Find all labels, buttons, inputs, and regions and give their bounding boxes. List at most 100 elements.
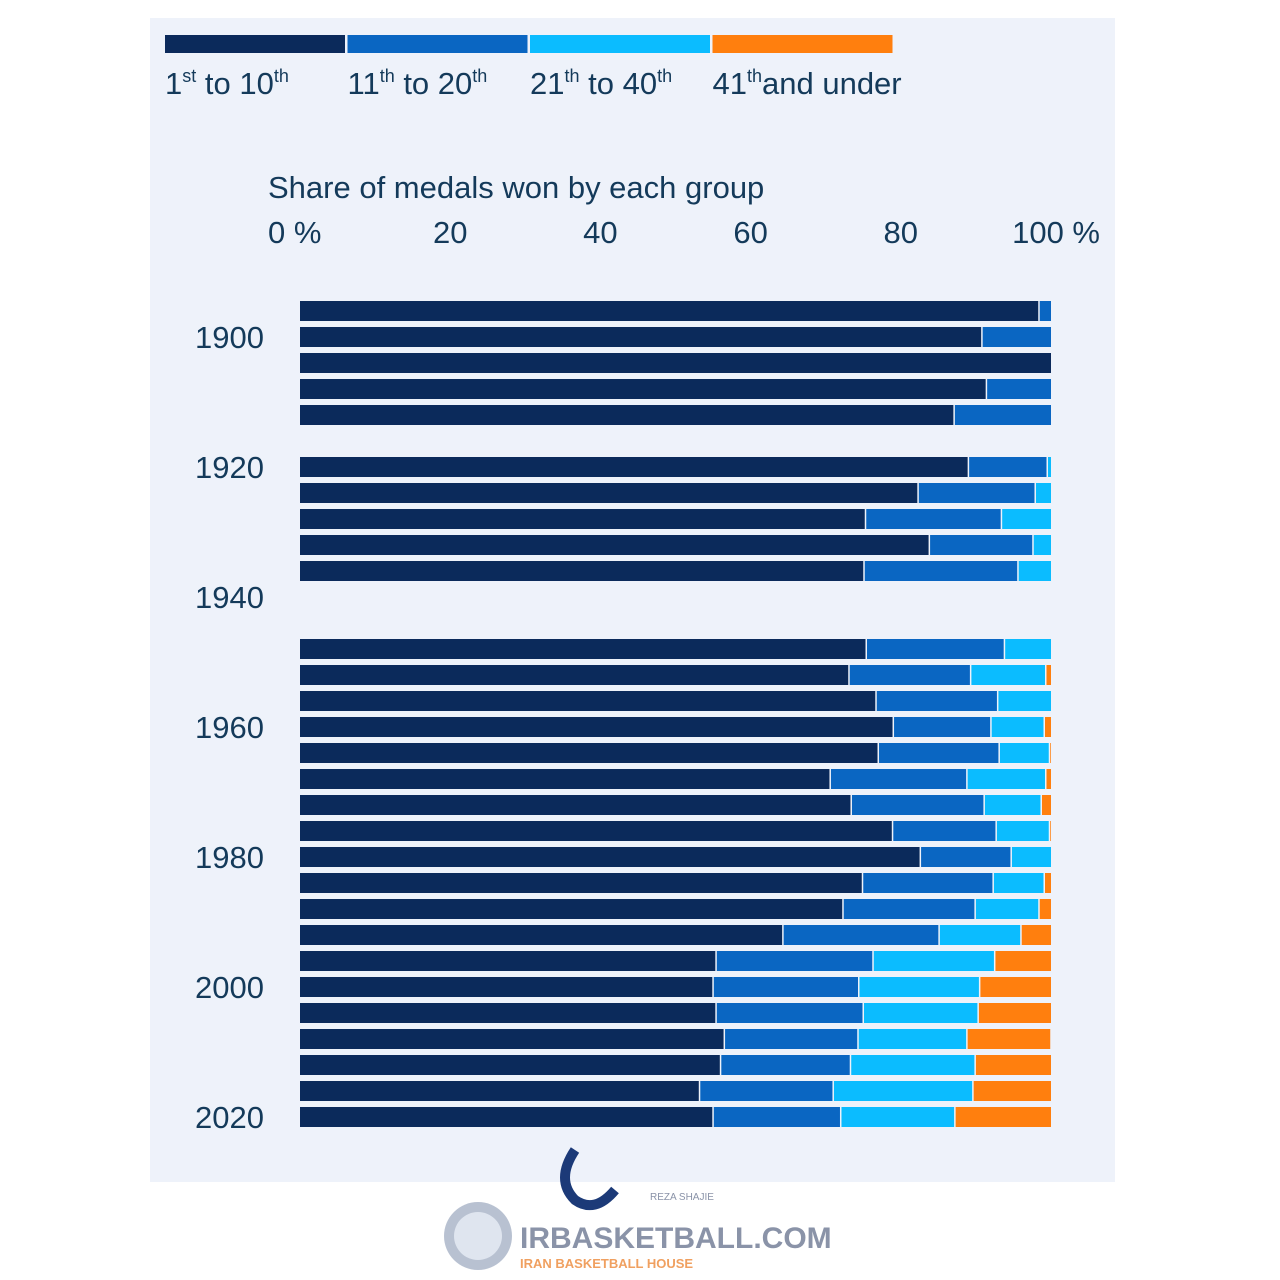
bar-segment-2012-2: [851, 1055, 975, 1075]
bar-segment-1952-2: [971, 665, 1045, 685]
y-tick-label: 2000: [195, 970, 264, 1005]
y-axis-ticks: 1900 1920 1940 1960 1980 2000 2020: [195, 320, 264, 1135]
bar-segment-1912-1: [954, 405, 1051, 425]
legend-label-sup: th: [380, 66, 395, 86]
bar-segment-1976-1: [893, 821, 996, 841]
legend-label-sup2: th: [657, 66, 672, 86]
legend-swatch: [347, 35, 528, 53]
x-tick-label: 0 %: [268, 215, 321, 250]
bar-row-1980: [300, 847, 1051, 867]
x-axis-ticks: 0 % 20 40 60 80 100 %: [268, 215, 1100, 250]
x-tick-label: 60: [733, 215, 767, 250]
bar-segment-1948-1: [867, 639, 1004, 659]
bar-segment-1920-1: [969, 457, 1047, 477]
bar-row-1928: [300, 509, 1051, 529]
bar-segment-2000-1: [713, 977, 858, 997]
bar-row-1960: [300, 717, 1051, 737]
bar-row-1992: [300, 925, 1051, 945]
x-tick-label: 80: [884, 215, 918, 250]
bar-segment-1932-0: [300, 535, 929, 555]
bar-segment-1936-2: [1018, 561, 1051, 581]
bar-segment-2012-1: [721, 1055, 850, 1075]
bar-segment-2000-3: [980, 977, 1051, 997]
bar-row-1920: [300, 457, 1051, 477]
bar-row-1984: [300, 873, 1051, 893]
bar-segment-1996-1: [716, 951, 873, 971]
bar-segment-1964-1: [879, 743, 999, 763]
bar-row-1900: [300, 327, 1051, 347]
bar-segment-1996-2: [873, 951, 994, 971]
bar-segment-1980-1: [921, 847, 1011, 867]
bar-row-1948: [300, 639, 1051, 659]
bar-segment-1956-0: [300, 691, 876, 711]
bar-segment-1972-2: [984, 795, 1041, 815]
bar-segment-1900-1: [982, 327, 1051, 347]
bar-row-1956: [300, 691, 1051, 711]
legend-label-rest: and under: [762, 66, 902, 101]
y-tick-label: 1960: [195, 710, 264, 745]
legend-label-num: 11: [348, 66, 380, 101]
bar-row-2012: [300, 1055, 1051, 1075]
legend-label-sup: th: [747, 66, 762, 86]
svg-text:REZA SHAJIE: REZA SHAJIE: [650, 1192, 714, 1203]
bar-row-1968: [300, 769, 1051, 789]
x-tick-label: 20: [433, 215, 467, 250]
bar-segment-1964-3: [1050, 743, 1051, 763]
bar-segment-1896-0: [300, 301, 1039, 321]
bar-segment-1976-3: [1050, 821, 1051, 841]
bar-segment-1924-2: [1035, 483, 1051, 503]
bar-row-1964: [300, 743, 1051, 763]
svg-text:IRBASKETBALL.COM: IRBASKETBALL.COM: [520, 1222, 832, 1255]
bar-segment-1988-0: [300, 899, 843, 919]
bar-segment-1976-2: [996, 821, 1049, 841]
bar-segment-1968-3: [1046, 769, 1051, 789]
legend-label-sup: st: [182, 66, 196, 86]
bar-segment-1936-0: [300, 561, 864, 581]
bar-segment-1932-2: [1033, 535, 1051, 555]
legend-label-num: 21: [530, 66, 564, 101]
bar-segment-2004-0: [300, 1003, 716, 1023]
bar-row-2016: [300, 1081, 1051, 1101]
bar-segment-1952-3: [1046, 665, 1051, 685]
bar-segment-1928-0: [300, 509, 865, 529]
watermark-logo: REZA SHAJIE IRBASKETBALL.COM IRAN BASKET…: [444, 1147, 832, 1271]
bar-segment-2016-1: [700, 1081, 833, 1101]
bar-segment-1972-1: [851, 795, 984, 815]
legend-label-sup: th: [564, 66, 579, 86]
bar-segment-1968-1: [830, 769, 967, 789]
legend-swatch: [165, 35, 345, 53]
bar-segment-1952-1: [849, 665, 970, 685]
bar-row-1936: [300, 561, 1051, 581]
y-tick-label: 1920: [195, 450, 264, 485]
bar-segment-1976-0: [300, 821, 892, 841]
bar-segment-1980-0: [300, 847, 920, 867]
legend-swatch: [712, 35, 893, 53]
bar-segment-1896-1: [1039, 301, 1051, 321]
bar-segment-2020-2: [841, 1107, 955, 1127]
bar-segment-1956-1: [876, 691, 997, 711]
bar-segment-1928-1: [866, 509, 1001, 529]
bar-segment-1988-2: [975, 899, 1039, 919]
legend-label: 21th to 40th: [530, 66, 672, 101]
bar-segment-1964-0: [300, 743, 878, 763]
bar-segment-1996-3: [995, 951, 1051, 971]
bar-segment-1984-2: [993, 873, 1044, 893]
bar-segment-2016-0: [300, 1081, 699, 1101]
bar-row-1972: [300, 795, 1051, 815]
legend-label-num: 41: [713, 66, 747, 101]
bar-segment-1948-2: [1005, 639, 1051, 659]
bar-segment-1980-2: [1011, 847, 1051, 867]
bar-segment-1960-3: [1044, 717, 1051, 737]
bar-segment-1988-1: [843, 899, 975, 919]
bar-segment-2008-3: [967, 1029, 1051, 1049]
bar-segment-1972-3: [1041, 795, 1051, 815]
svg-text:IRAN BASKETBALL HOUSE: IRAN BASKETBALL HOUSE: [520, 1256, 693, 1271]
bar-segment-1988-3: [1039, 899, 1051, 919]
bar-row-1932: [300, 535, 1051, 555]
bar-segment-1984-0: [300, 873, 862, 893]
bar-row-2020: [300, 1107, 1051, 1127]
bar-row-1896: [300, 301, 1051, 321]
y-tick-label: 2020: [195, 1100, 264, 1135]
legend-swatch: [530, 35, 710, 53]
